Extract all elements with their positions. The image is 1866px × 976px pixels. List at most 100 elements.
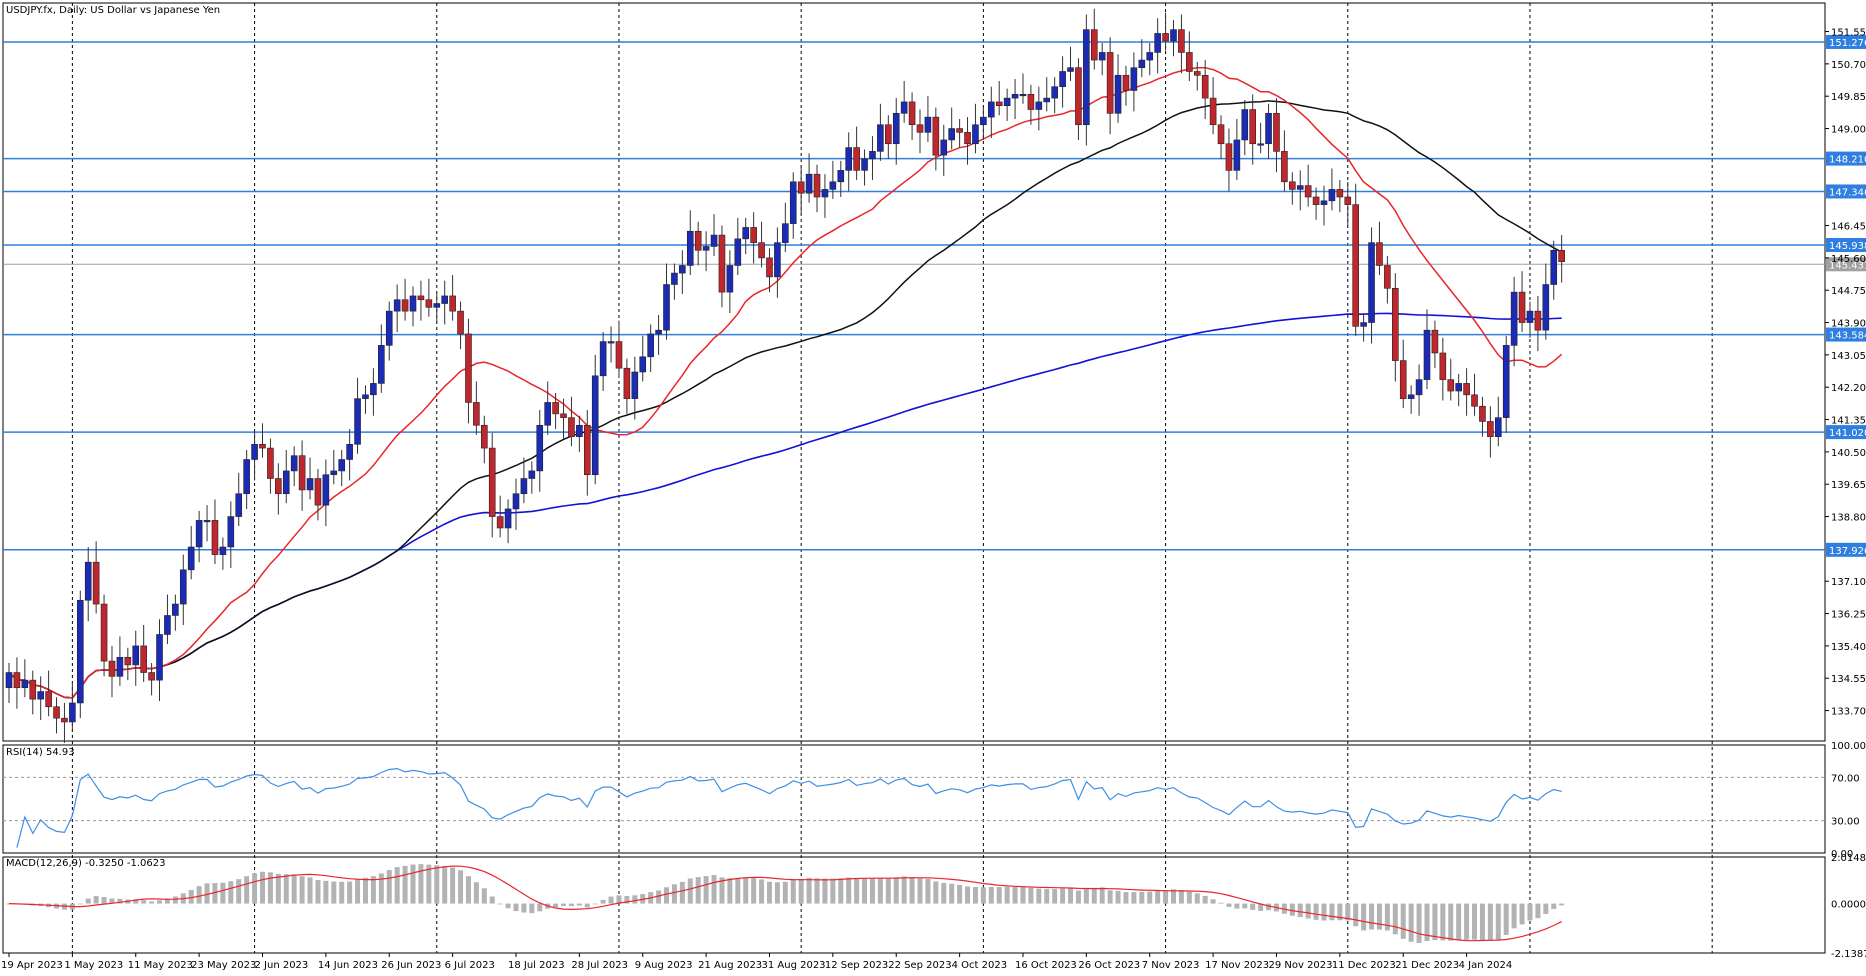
price-level-tag [1826, 184, 1866, 199]
candle-bull [1170, 29, 1177, 42]
candle-bull [393, 299, 401, 312]
macd-histogram-bar [988, 886, 994, 904]
candle-bear [615, 341, 623, 369]
macd-histogram-bar [972, 887, 978, 904]
candle-bull [330, 470, 338, 476]
macd-histogram-bar [893, 877, 899, 904]
macd-histogram-bar [204, 883, 210, 904]
macd-histogram-bar [782, 881, 788, 904]
candle-bear [758, 242, 765, 259]
candle-bear [1027, 93, 1035, 110]
candle-bear [1289, 181, 1296, 190]
candle-bear [885, 124, 892, 145]
candle-bear [496, 516, 504, 529]
macd-histogram-bar [315, 880, 321, 904]
date-tick-label: 14 Jun 2023 [318, 960, 378, 971]
macd-histogram-bar [537, 903, 543, 912]
candle-bear [1209, 97, 1217, 126]
macd-histogram-bar [885, 878, 891, 904]
macd-histogram-bar [275, 873, 281, 904]
candle-bear [583, 424, 591, 476]
candle-bull [409, 295, 417, 312]
candle-bull [132, 645, 140, 666]
candle-bull [686, 230, 694, 266]
macd-histogram-bar [299, 876, 305, 904]
price-level-label: 143.584 [1829, 331, 1866, 342]
price-tick-label: 138.800 [1831, 513, 1866, 524]
macd-histogram-bar [664, 887, 670, 904]
candle-bull [164, 615, 171, 635]
candle-bull [837, 170, 845, 183]
macd-histogram-bar [759, 879, 765, 904]
macd-histogram-bar [212, 883, 218, 904]
price-tick-label: 143.900 [1831, 319, 1866, 330]
candle-bull [671, 272, 678, 285]
candle-bear [100, 603, 108, 662]
macd-histogram-bar [339, 881, 345, 904]
candle-bear [473, 402, 480, 426]
rsi-tick-label: 30.00 [1831, 817, 1860, 828]
macd-histogram-bar [1194, 893, 1200, 904]
macd-histogram-bar [949, 883, 955, 904]
candle-bull [1043, 97, 1051, 103]
candle-bear [1463, 383, 1470, 396]
candle-bull [774, 242, 781, 278]
macd-histogram-bar [362, 877, 368, 904]
price-level-label: 141.020 [1829, 428, 1866, 439]
macd-histogram-bar [1392, 903, 1398, 935]
rsi-line [16, 767, 1562, 848]
candle-bull [219, 546, 227, 555]
candle-bear [932, 116, 940, 156]
candle-bear [853, 147, 860, 171]
candle-bear [92, 561, 100, 605]
macd-histogram-bar [394, 867, 400, 904]
macd-histogram-bar [355, 879, 361, 904]
macd-histogram-bar [1321, 903, 1327, 921]
macd-histogram-bar [854, 878, 860, 904]
macd-histogram-bar [1170, 889, 1176, 904]
macd-histogram-bar [473, 882, 479, 904]
candle-bull [900, 101, 908, 114]
macd-histogram-bar [877, 877, 883, 904]
candle-bear [211, 520, 219, 555]
candle-bull [1320, 200, 1328, 205]
candle-bull [227, 516, 235, 548]
rsi-tick-label: 0.00 [1831, 849, 1853, 860]
date-tick-label: 12 Sep 2023 [825, 960, 888, 971]
price-tick-label: 150.700 [1831, 60, 1866, 71]
price-tick-label: 133.700 [1831, 707, 1866, 718]
macd-histogram-bar [1068, 887, 1074, 904]
candle-bear [298, 455, 306, 491]
macd-histogram-bar [616, 895, 622, 904]
macd-signal-line [8, 865, 1562, 942]
candle-bull [1407, 394, 1415, 399]
macd-histogram-bar [93, 896, 99, 904]
macd-histogram-bar [418, 864, 424, 904]
candle-bull [512, 493, 520, 510]
macd-histogram-bar [1559, 903, 1565, 906]
candle-bear [1217, 124, 1225, 145]
candle-bull [877, 124, 884, 152]
macd-histogram-bar [141, 900, 147, 904]
candle-bull [821, 189, 829, 198]
current-price-tag [1826, 257, 1866, 272]
macd-histogram-bar [1139, 891, 1145, 904]
macd-histogram-bar [1369, 903, 1375, 930]
candle-bear [797, 181, 805, 194]
candle-bull [576, 424, 583, 437]
macd-histogram-bar [157, 900, 163, 904]
macd-histogram-bar [164, 898, 170, 904]
date-tick-label: 21 Aug 2023 [698, 960, 762, 971]
macd-histogram-bar [561, 903, 567, 907]
candle-bear [552, 402, 559, 415]
candle-bear [718, 234, 726, 293]
price-pane-frame [2, 2, 1826, 742]
candle-bear [140, 645, 147, 673]
candle-bull [354, 398, 361, 445]
macd-histogram-bar [1289, 903, 1295, 916]
macd-histogram-bar [77, 903, 83, 905]
macd-histogram-bar [196, 886, 202, 904]
macd-histogram-bar [458, 870, 464, 904]
candle-bull [663, 284, 670, 331]
